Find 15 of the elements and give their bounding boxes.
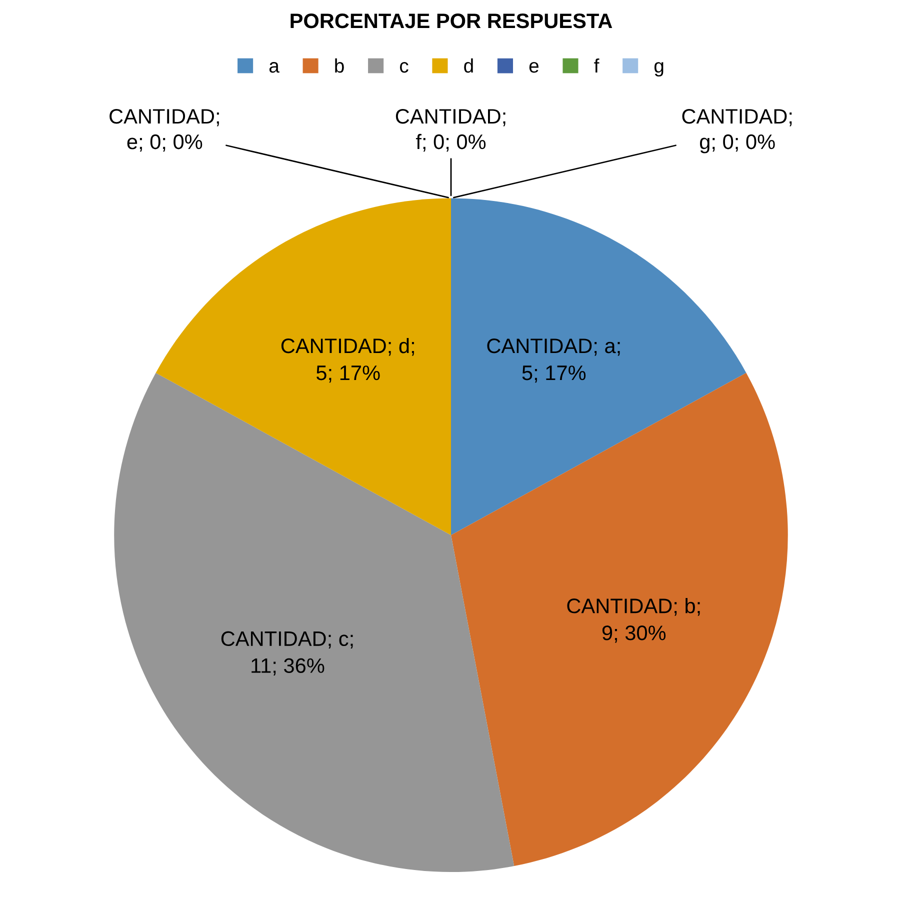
legend-label: g [654,62,664,77]
text: CANTIDAD; b; 9; 30% [567,598,700,643]
text: CANTIDAD; c; 11; 36% [221,631,353,676]
text: CANTIDAD; e; 0; 0% [110,108,219,152]
legend-label: e [529,62,539,73]
text: CANTIDAD; d; 5; 17% [281,338,414,383]
legend-label: f [594,58,600,73]
legend-label: c [400,62,408,73]
legend-label: d [464,58,473,73]
text: CANTIDAD; f; 0; 0% [396,108,506,152]
legend-label: a [269,62,280,73]
text: CANTIDAD; a; 5; 17% [487,338,620,383]
chart-title: PORCENTAJE POR RESPUESTA [290,14,612,28]
text: CANTIDAD; g; 0; 0% [682,108,792,154]
legend-label: b [335,58,344,73]
